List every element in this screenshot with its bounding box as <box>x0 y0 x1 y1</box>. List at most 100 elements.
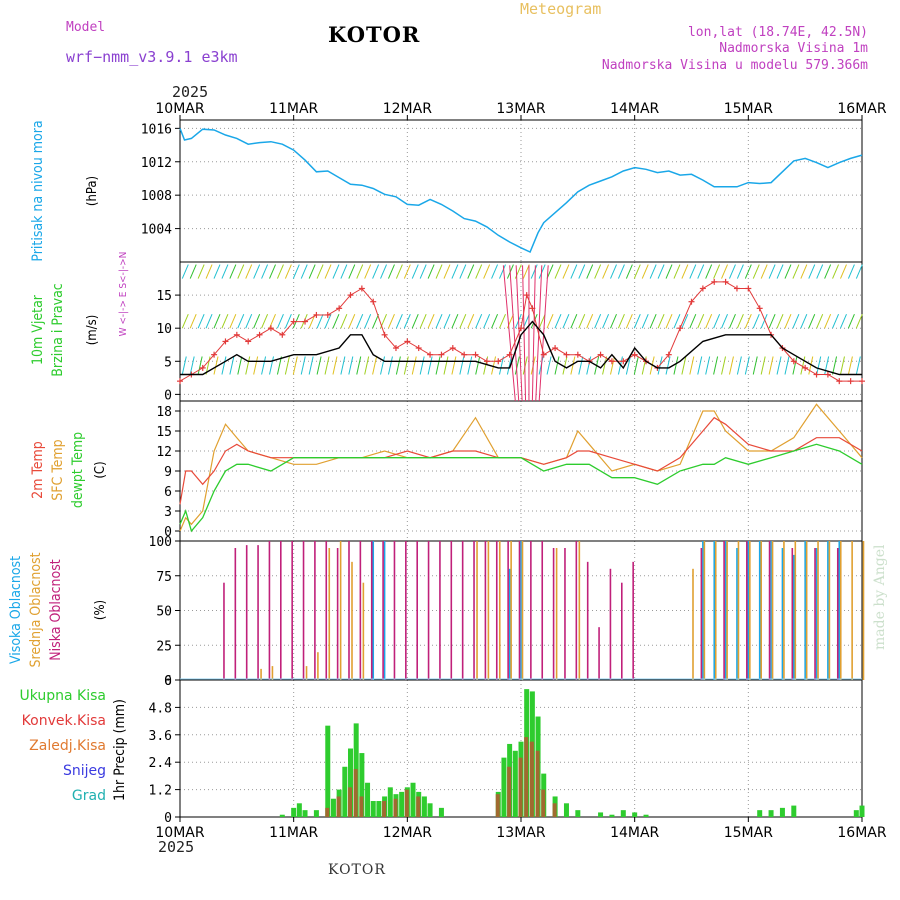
wind-arrow <box>855 356 861 375</box>
precip-bar-conv <box>325 807 330 817</box>
precip-bar-conv <box>416 796 421 817</box>
wind-unit-label: (m/s) <box>85 315 100 346</box>
x-label-top: 14MAR <box>610 101 659 117</box>
wind-arrow <box>348 313 356 329</box>
wind-arrow <box>332 313 340 329</box>
wind-arrow <box>261 313 269 329</box>
wind-ytick-label: 5 <box>164 355 172 370</box>
precip-legend-2: Zaledj.Kisa <box>29 738 106 754</box>
wind-arrow <box>451 356 457 375</box>
wind-arrow <box>435 313 443 329</box>
page-title: KOTOR <box>328 22 421 47</box>
wind-arrow <box>372 264 380 279</box>
wind-arrow <box>403 264 411 279</box>
clouds-ytick-label: 0 <box>164 674 172 689</box>
precip-bar-conv <box>353 769 358 817</box>
precip-bar-total <box>365 782 371 817</box>
x-label-bottom: 10MAR <box>155 825 204 841</box>
wind-arrow <box>768 313 776 329</box>
wind-arrow <box>570 313 578 329</box>
wind-arrow <box>380 264 387 279</box>
wind-arrow <box>269 356 274 375</box>
x-label-top: 12MAR <box>383 101 432 117</box>
wind-arrow <box>499 313 506 329</box>
model-elevation-label: Nadmorska Visina u modelu 579.366m <box>601 58 868 73</box>
wind-arrow <box>744 264 752 279</box>
wind-arrow <box>387 356 393 375</box>
year-top: 2025 <box>172 83 209 101</box>
precip-bar-total <box>325 725 331 817</box>
wind-arrow <box>181 264 189 279</box>
wind-arrow <box>324 356 330 375</box>
wind-arrow-strong <box>531 265 536 402</box>
precip-bar-total <box>302 810 308 817</box>
wind-arrow <box>610 264 617 279</box>
wind-direction-key: W <-|-> E S<-|->N <box>118 252 129 337</box>
wind-arrow <box>292 356 298 375</box>
wind-arrow <box>649 264 657 279</box>
precip-bar-conv <box>524 737 529 817</box>
wind-arrow <box>443 313 451 329</box>
wind-arrow <box>578 356 584 375</box>
model-label: Model <box>66 20 106 35</box>
precip-bar-total <box>632 812 638 817</box>
wind-arrow <box>435 356 441 375</box>
wind-arrow <box>847 313 855 329</box>
clouds-ytick-label: 75 <box>156 570 172 585</box>
wind-arrow <box>205 313 213 329</box>
wind-arrow-strong <box>502 265 516 402</box>
wind-arrow <box>554 313 562 329</box>
wind-arrow <box>681 356 687 375</box>
wind-arrow <box>491 356 497 375</box>
precip-bar-total <box>438 807 444 817</box>
cloud-unit-label: (%) <box>93 600 108 620</box>
temperature-ytick-label: 15 <box>156 425 172 440</box>
wind-arrow <box>229 313 237 329</box>
wind-arrow <box>530 264 538 279</box>
temperature-ytick-label: 6 <box>164 485 172 500</box>
wind-arrow <box>245 356 251 375</box>
temp-axis-label-2: SFC Temp <box>50 439 66 500</box>
wind-ytick-label: 10 <box>156 322 172 337</box>
temperature-ytick-label: 0 <box>164 525 172 540</box>
wind-arrow <box>427 356 433 375</box>
wind-arrow <box>308 356 314 375</box>
wind-arrow <box>665 356 671 375</box>
precip-bar-total <box>370 801 376 817</box>
wind-arrow <box>649 313 657 329</box>
precip-bar-total <box>387 787 393 817</box>
wind-arrow <box>483 264 491 279</box>
wind-arrow <box>610 313 617 329</box>
wind-arrow <box>816 264 824 279</box>
wind-axis-label-1: 10m Vjetar <box>30 294 46 365</box>
wind-arrow <box>602 356 608 375</box>
wind-arrow <box>570 264 578 279</box>
precip-ytick-label: 1.2 <box>149 784 172 799</box>
precip-bar-conv <box>518 757 523 817</box>
x-label-bottom: 13MAR <box>496 825 545 841</box>
wind-arrow <box>681 264 689 279</box>
wind-arrow <box>570 356 576 375</box>
wind-arrow <box>538 313 546 329</box>
wind-arrow <box>705 313 713 329</box>
precip-bar-total <box>859 805 865 817</box>
wind-arrow <box>324 264 332 279</box>
wind-arrow <box>697 313 705 329</box>
wind-arrow <box>824 264 832 279</box>
wind-arrow <box>467 356 473 375</box>
wind-arrow <box>617 264 625 279</box>
temp-unit-label: (C) <box>93 461 108 478</box>
wind-arrow <box>824 313 832 329</box>
wind-arrow <box>475 356 481 375</box>
precip-bar-conv <box>541 789 546 817</box>
wind-arrow <box>665 264 673 279</box>
wind-arrow <box>665 313 673 329</box>
wind-arrow <box>625 264 633 279</box>
cloud-axis-label-2: Srednja Oblacnost <box>28 552 44 667</box>
precip-bar-total <box>296 803 302 817</box>
wind-arrow <box>562 356 568 375</box>
model-name: wrf−nmm_v3.9.1 e3km <box>66 48 238 66</box>
wind-arrow <box>403 356 409 375</box>
clouds-ytick-label: 50 <box>156 605 172 620</box>
wind-arrow <box>586 356 592 375</box>
